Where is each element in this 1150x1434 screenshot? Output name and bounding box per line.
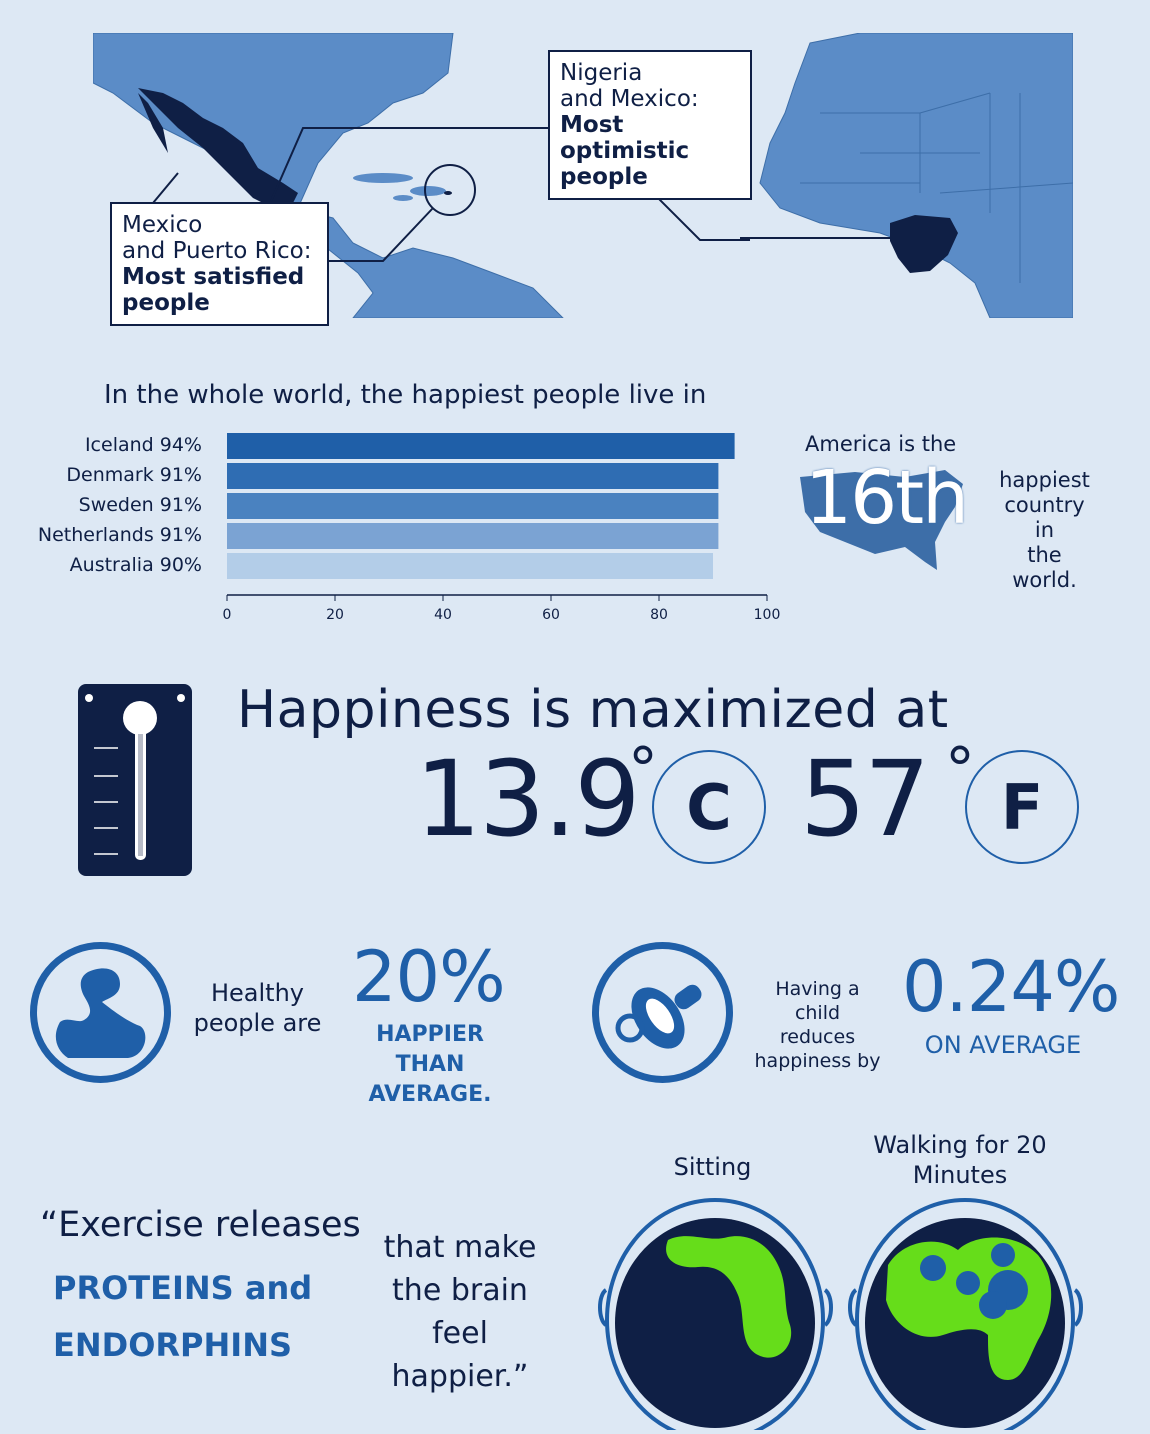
- quote-line-1: “Exercise releases: [40, 1205, 361, 1245]
- child-caption: ON AVERAGE: [924, 1031, 1082, 1059]
- brain-label-walking-1: Walking for 20: [873, 1131, 1047, 1159]
- temperature-headline: Happiness is maximized at: [237, 680, 949, 740]
- health-line-2: people are: [193, 1009, 322, 1037]
- brain-scan-walking: [848, 1198, 1083, 1430]
- africa-map: [740, 33, 1073, 318]
- map-callout-mexico-puerto-rico: Mexico and Puerto Rico: Most satisfied p…: [110, 202, 329, 326]
- child-line-2: reduces: [779, 1026, 856, 1048]
- health-caption: HAPPIER THAN AVERAGE.: [340, 1020, 520, 1110]
- america-text-1: happiest: [999, 468, 1090, 492]
- callout-line-1: Nigeria: [560, 60, 643, 86]
- bar-label-1: Denmark 91%: [66, 464, 202, 486]
- callout-line-1: Mexico: [122, 212, 203, 238]
- child-line-1: Having a child: [775, 978, 860, 1024]
- callout-line-2: and Puerto Rico:: [122, 238, 312, 264]
- callout-line-4: people: [122, 290, 210, 316]
- america-text-2: country in: [1004, 493, 1085, 542]
- x-tick-label-3: 60: [542, 607, 560, 623]
- fahrenheit-value: 57: [800, 738, 930, 860]
- bar-0: [227, 433, 735, 459]
- bar-3: [227, 523, 719, 549]
- usa-map-icon: [800, 470, 963, 570]
- quote-line-3: ENDORPHINS: [53, 1326, 293, 1364]
- callout-line-2: and Mexico:: [560, 86, 699, 112]
- health-value: 20%: [352, 936, 506, 1018]
- celsius-value: 13.9: [415, 738, 641, 860]
- quote-line-6: feel happier.”: [391, 1316, 529, 1394]
- x-tick-label-5: 100: [753, 607, 781, 623]
- muscle-arm-icon: [30, 942, 171, 1083]
- callout-line-3: Most optimistic: [560, 112, 690, 164]
- bar-4: [227, 553, 713, 579]
- child-line-3: happiness by: [754, 1050, 881, 1072]
- bar-1: [227, 463, 719, 489]
- child-value: 0.24%: [902, 946, 1120, 1028]
- bar-label-3: Netherlands 91%: [37, 524, 202, 546]
- callout-line-3: Most satisfied: [122, 264, 305, 290]
- x-tick-label-4: 80: [650, 607, 668, 623]
- bar-chart: [226, 433, 768, 601]
- x-tick-label-0: 0: [222, 607, 232, 623]
- rank-16th: 16th: [805, 455, 969, 541]
- brain-label-sitting: Sitting: [673, 1153, 752, 1181]
- quote-line-4: that make: [383, 1230, 537, 1265]
- celsius-unit: C: [652, 750, 766, 864]
- x-tick-label-2: 40: [434, 607, 452, 623]
- quote-continuation: that make the brain feel happier.”: [360, 1226, 560, 1398]
- quote-line-5: the brain: [392, 1273, 528, 1308]
- america-line-2: happiest country in the world.: [992, 468, 1097, 593]
- thermometer-icon: [78, 684, 192, 876]
- health-text: Healthy people are: [190, 978, 325, 1038]
- bar-label-0: Iceland 94%: [84, 434, 202, 456]
- bar-2: [227, 493, 719, 519]
- fahrenheit-unit: F: [965, 750, 1079, 864]
- x-tick-label-1: 20: [326, 607, 344, 623]
- america-line-1: America is the: [805, 432, 957, 456]
- brain-label-walking-2: Minutes: [912, 1161, 1008, 1189]
- child-text: Having a child reduces happiness by: [750, 977, 885, 1073]
- bar-label-4: Australia 90%: [69, 554, 202, 576]
- health-caption-2: AVERAGE.: [368, 1082, 492, 1107]
- health-caption-1: HAPPIER THAN: [376, 1022, 484, 1077]
- chart-title: In the whole world, the happiest people …: [104, 380, 707, 410]
- bar-label-2: Sweden 91%: [78, 494, 202, 516]
- quote-line-2: PROTEINS and: [53, 1269, 313, 1307]
- map-callout-nigeria-mexico: Nigeria and Mexico: Most optimistic peop…: [548, 50, 752, 200]
- brain-label-walking: Walking for 20 Minutes: [860, 1130, 1060, 1190]
- health-line-1: Healthy: [210, 979, 304, 1007]
- brain-scan-sitting: [598, 1198, 833, 1430]
- america-text-3: the world.: [1012, 543, 1077, 592]
- pacifier-icon: [592, 942, 733, 1083]
- callout-line-4: people: [560, 164, 648, 190]
